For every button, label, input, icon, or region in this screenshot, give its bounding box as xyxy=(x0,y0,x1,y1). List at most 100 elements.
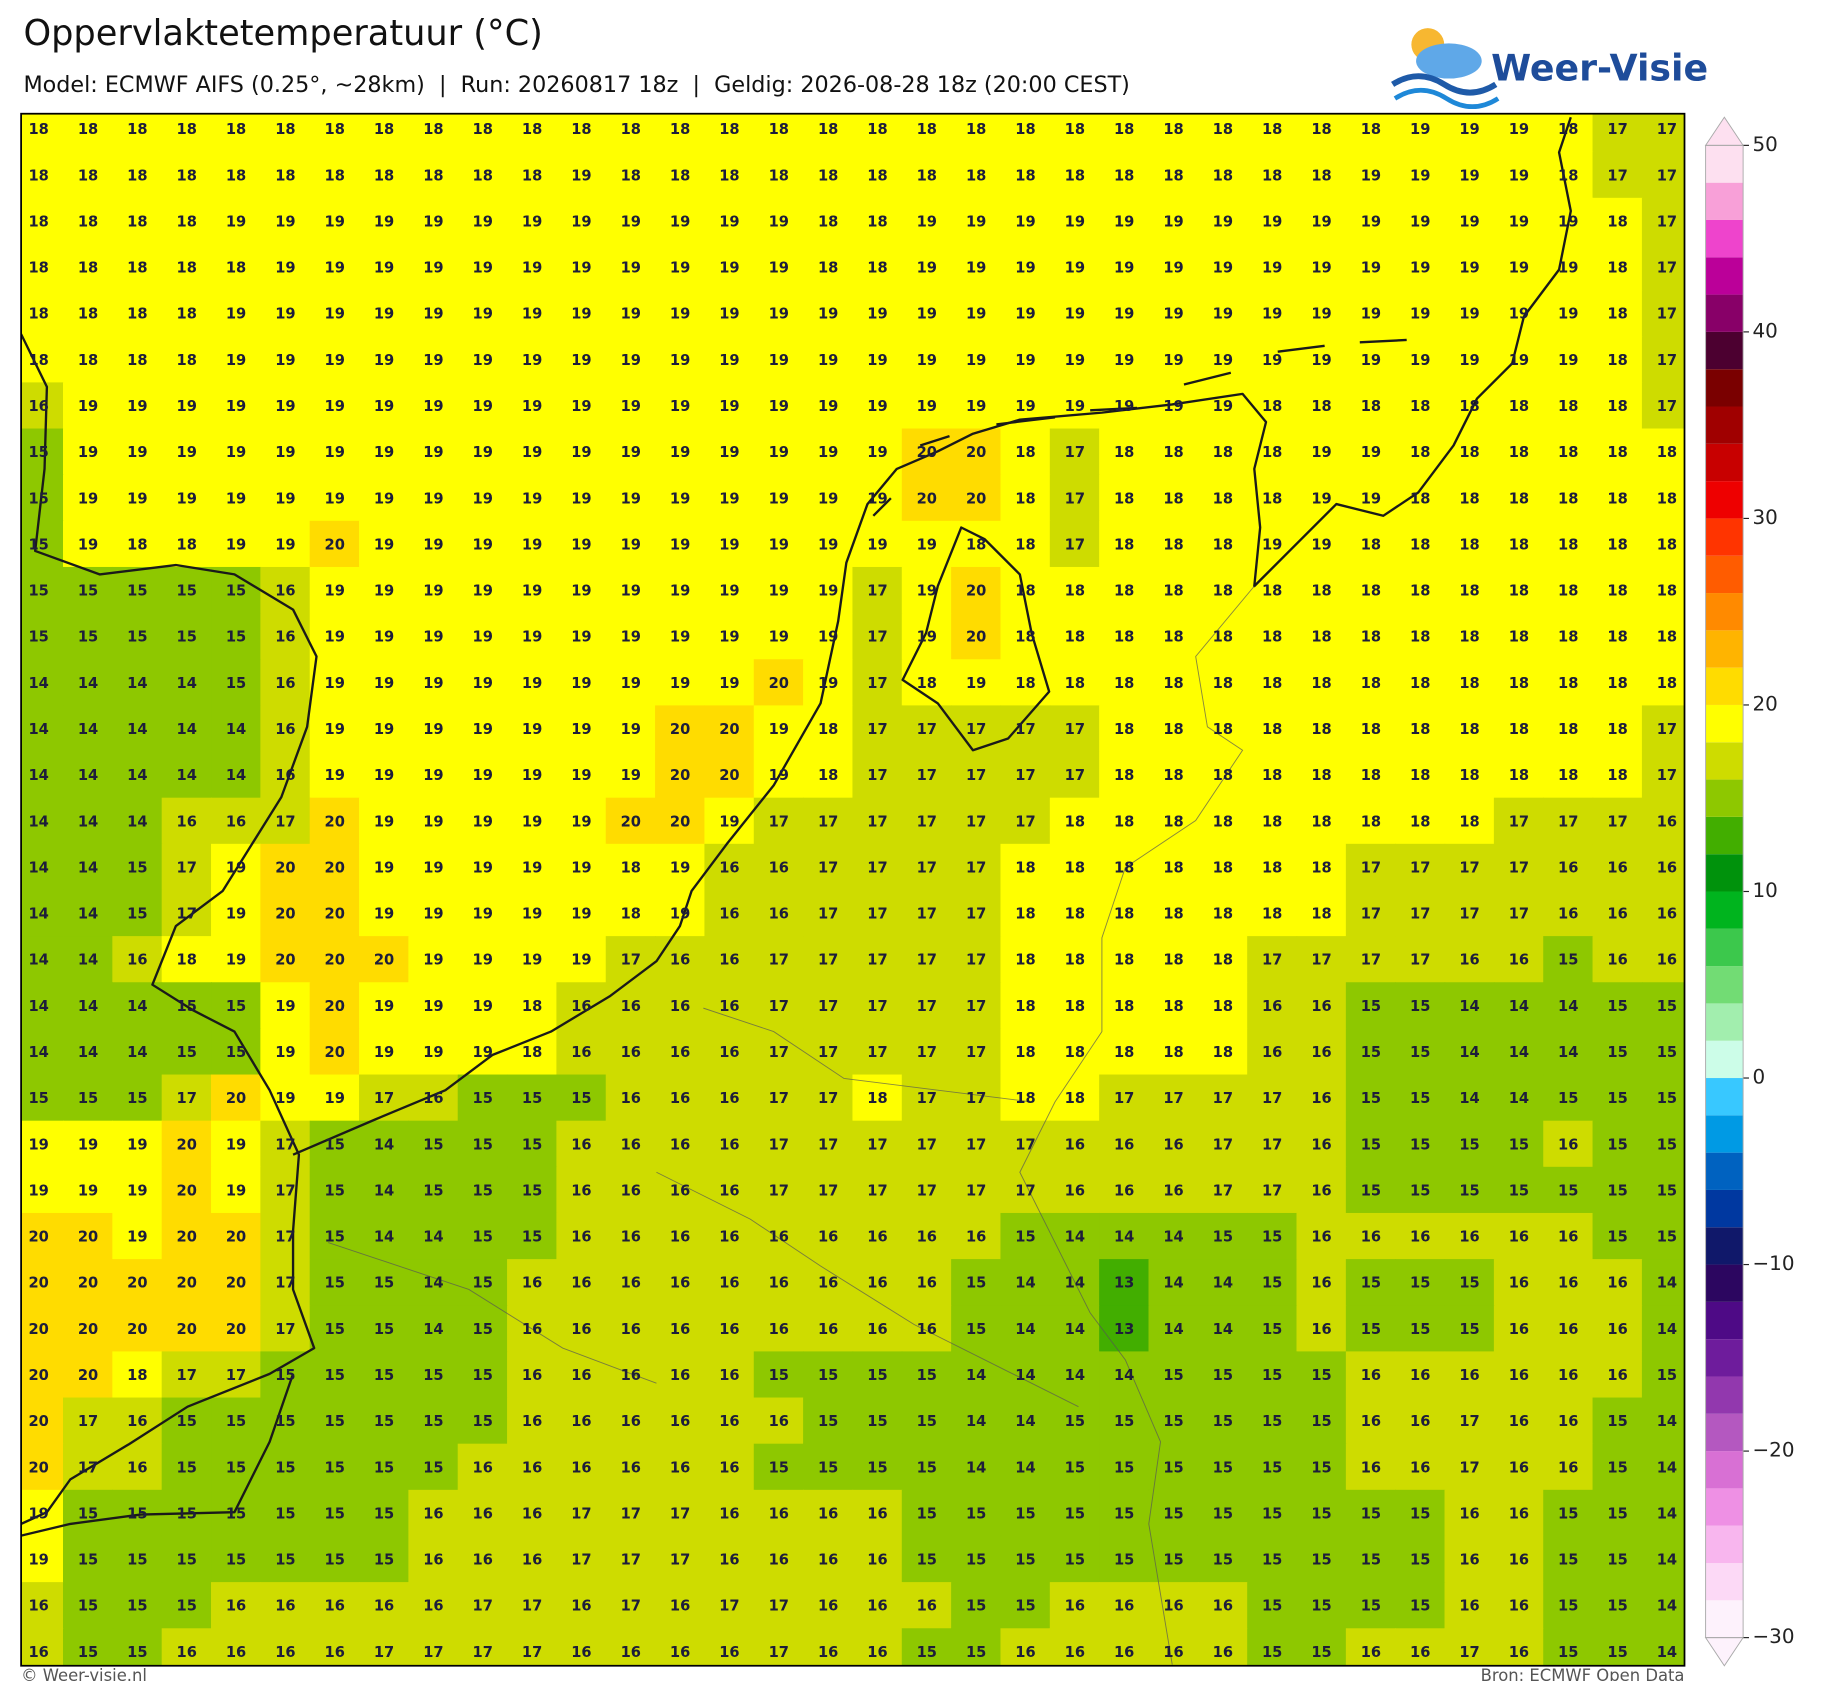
colorbar-segment xyxy=(1705,742,1744,780)
cell-value: 17 xyxy=(374,1644,394,1661)
cell-value: 15 xyxy=(1311,1367,1331,1384)
cell-value: 19 xyxy=(571,906,591,923)
cell-value: 18 xyxy=(1410,583,1430,600)
field-cell xyxy=(161,1535,212,1583)
cell-value: 16 xyxy=(621,998,641,1015)
field-cell xyxy=(1000,1628,1051,1666)
field-cell xyxy=(1345,1212,1396,1260)
field-cell xyxy=(704,336,755,384)
cell-value: 19 xyxy=(423,767,443,784)
cell-value: 16 xyxy=(670,1367,690,1384)
field-cell xyxy=(1543,1074,1594,1122)
cell-value: 15 xyxy=(1015,1552,1035,1569)
field-cell xyxy=(457,613,508,660)
cell-value: 16 xyxy=(719,1229,739,1246)
colorbar-segment xyxy=(1705,1600,1744,1638)
cell-value: 15 xyxy=(1657,1229,1677,1246)
field-cell xyxy=(408,1120,459,1168)
field-cell xyxy=(161,1628,212,1666)
field-cell xyxy=(753,566,804,614)
field-cell xyxy=(1543,1028,1594,1076)
field-cell xyxy=(161,151,212,199)
cell-value: 19 xyxy=(867,306,887,323)
field-cell xyxy=(655,290,706,337)
field-cell xyxy=(704,889,755,937)
cell-value: 15 xyxy=(917,1505,937,1522)
field-cell xyxy=(161,566,212,614)
field-cell xyxy=(1099,797,1150,845)
cell-value: 19 xyxy=(325,260,345,277)
cell-value: 14 xyxy=(1459,998,1479,1015)
cell-value: 19 xyxy=(818,398,838,415)
cell-value: 19 xyxy=(473,213,493,230)
cell-value: 16 xyxy=(571,1321,591,1338)
colorbar-segment xyxy=(1705,1227,1744,1265)
colorbar-segment xyxy=(1705,1301,1744,1340)
field-cell xyxy=(605,1305,656,1353)
cell-value: 19 xyxy=(1262,260,1282,277)
field-cell xyxy=(556,382,607,430)
cell-value: 16 xyxy=(28,398,48,415)
cell-value: 19 xyxy=(1410,167,1430,184)
cell-value: 16 xyxy=(571,1044,591,1061)
cell-value: 18 xyxy=(374,121,394,138)
field-cell xyxy=(1296,1535,1347,1583)
cell-value: 16 xyxy=(571,1644,591,1661)
cell-value: 19 xyxy=(325,721,345,738)
cell-value: 17 xyxy=(275,1182,295,1199)
field-cell xyxy=(1641,428,1685,476)
cell-value: 16 xyxy=(769,906,789,923)
cell-value: 15 xyxy=(177,1413,197,1430)
cell-value: 18 xyxy=(966,167,986,184)
cell-value: 19 xyxy=(670,629,690,646)
cell-value: 19 xyxy=(473,859,493,876)
field-cell xyxy=(1049,797,1100,845)
field-cell xyxy=(63,1259,114,1306)
field-cell xyxy=(112,1212,163,1260)
field-cell xyxy=(1395,151,1446,199)
field-cell xyxy=(1641,382,1685,430)
cell-value: 16 xyxy=(867,1229,887,1246)
field-cell xyxy=(605,1582,656,1629)
cell-value: 19 xyxy=(769,306,789,323)
cell-value: 15 xyxy=(28,583,48,600)
cell-value: 19 xyxy=(423,813,443,830)
cell-value: 20 xyxy=(966,629,986,646)
field-cell xyxy=(1592,382,1643,430)
colorbar-segment xyxy=(1705,667,1744,705)
cell-value: 19 xyxy=(670,260,690,277)
field-cell xyxy=(359,705,410,753)
field-cell xyxy=(1641,705,1685,753)
cell-value: 18 xyxy=(78,121,98,138)
cell-value: 19 xyxy=(275,536,295,553)
field-cell xyxy=(951,382,1002,430)
field-cell xyxy=(211,1120,262,1168)
cell-value: 19 xyxy=(571,536,591,553)
cell-value: 15 xyxy=(374,1459,394,1476)
cell-value: 19 xyxy=(473,1044,493,1061)
field-cell xyxy=(1000,520,1051,568)
cell-value: 18 xyxy=(1114,721,1134,738)
cell-value: 17 xyxy=(719,1598,739,1615)
cell-value: 17 xyxy=(966,1090,986,1107)
cell-value: 16 xyxy=(719,1413,739,1430)
cell-value: 18 xyxy=(1459,629,1479,646)
cell-value: 18 xyxy=(1311,167,1331,184)
cell-value: 18 xyxy=(1213,583,1233,600)
field-cell xyxy=(753,1074,804,1122)
field-cell xyxy=(63,705,114,753)
field-cell xyxy=(21,1259,64,1306)
cell-value: 18 xyxy=(1459,398,1479,415)
cell-value: 14 xyxy=(1114,1229,1134,1246)
field-cell xyxy=(457,520,508,568)
cell-value: 14 xyxy=(1558,998,1578,1015)
cell-value: 19 xyxy=(670,444,690,461)
cell-value: 19 xyxy=(423,536,443,553)
field-cell xyxy=(704,659,755,707)
cell-value: 14 xyxy=(127,675,147,692)
cell-value: 18 xyxy=(473,167,493,184)
field-cell xyxy=(1247,336,1298,384)
cell-value: 17 xyxy=(1065,444,1085,461)
field-cell xyxy=(63,1397,114,1445)
coastline xyxy=(21,1373,295,1537)
